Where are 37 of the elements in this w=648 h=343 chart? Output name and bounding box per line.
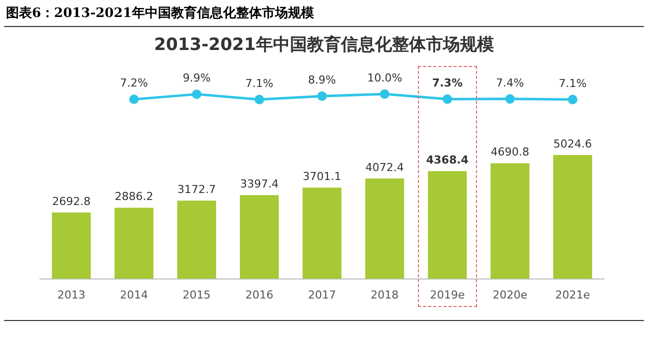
bar — [428, 171, 467, 279]
x-tick-label: 2020e — [492, 288, 528, 302]
bar — [52, 212, 91, 279]
x-tick-label: 2015 — [182, 288, 211, 302]
data-label: 4690.8 — [490, 146, 530, 159]
data-label: 4072.4 — [365, 160, 404, 174]
data-label: 4368.4 — [426, 154, 469, 167]
bar — [114, 208, 154, 279]
chart-title: 2013-2021年中国教育信息化整体市场规模 — [153, 34, 495, 56]
data-label: 10.0% — [367, 71, 402, 84]
x-tick-label: 2019e — [430, 288, 465, 302]
bar — [553, 155, 592, 279]
data-label: 7.1% — [558, 76, 587, 90]
x-tick-label: 2014 — [120, 288, 148, 302]
bar — [302, 188, 342, 279]
bar — [490, 163, 530, 279]
data-label: 7.1% — [245, 76, 274, 90]
data-label: 2692.8 — [52, 194, 91, 208]
x-tick-label: 2018 — [370, 288, 399, 302]
data-label: 7.4% — [496, 76, 524, 90]
data-label: 7.3% — [432, 76, 463, 90]
x-tick-label: 2016 — [245, 288, 274, 302]
bar — [365, 178, 404, 279]
data-label: 8.9% — [308, 73, 336, 86]
x-tick-label: 2013 — [57, 288, 86, 302]
chart-subtitle: 图表6：2013-2021年中国教育信息化整体市场规模 — [6, 4, 314, 22]
data-label: 3397.4 — [240, 177, 279, 190]
x-tick-label: 2021e — [555, 288, 590, 302]
data-label: 5024.6 — [553, 137, 592, 150]
bar — [240, 195, 279, 279]
data-label: 7.2% — [120, 76, 148, 90]
data-label: 3701.1 — [302, 170, 342, 183]
bar — [177, 200, 216, 279]
data-label: 3172.7 — [177, 182, 216, 196]
data-label: 2886.2 — [114, 190, 154, 204]
data-label: 9.9% — [182, 72, 211, 85]
x-tick-label: 2017 — [308, 288, 336, 302]
